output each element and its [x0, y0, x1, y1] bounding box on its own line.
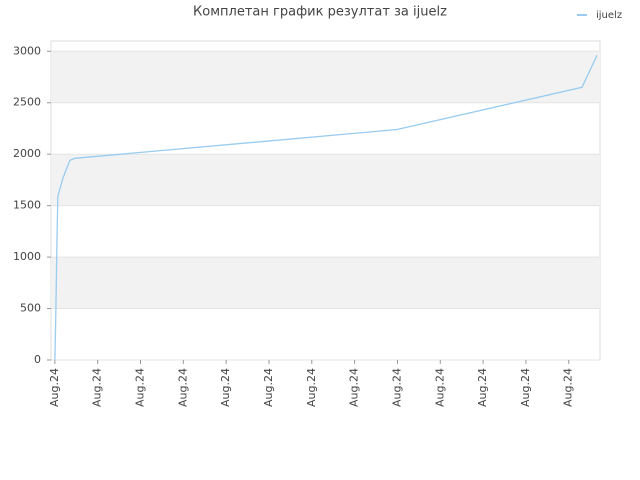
x-tick-label: Aug.24 — [305, 368, 318, 407]
y-tick-label: 2500 — [13, 96, 41, 109]
grid-band — [51, 154, 600, 206]
grid-band — [51, 51, 600, 103]
x-tick-label: Aug.24 — [519, 368, 532, 407]
legend-label: ijuelz — [596, 10, 622, 21]
chart-title: Комплетан график резултат за ijuelz — [193, 5, 447, 20]
x-tick-label: Aug.24 — [562, 368, 575, 407]
x-tick-label: Aug.24 — [262, 368, 275, 407]
y-tick-label: 0 — [34, 353, 41, 366]
x-tick-label: Aug.24 — [176, 368, 189, 407]
x-tick-label: Aug.24 — [348, 368, 361, 407]
y-tick-label: 3000 — [13, 44, 41, 57]
y-tick-label: 1500 — [13, 199, 41, 212]
line — [54, 55, 598, 361]
x-tick-label: Aug.24 — [219, 368, 232, 407]
y-tick-label: 1000 — [13, 250, 41, 263]
y-tick-label: 2000 — [13, 147, 41, 160]
x-tick-label: Aug.24 — [390, 368, 403, 407]
x-tick-label: Aug.24 — [476, 368, 489, 407]
x-tick-label: Aug.24 — [433, 368, 446, 407]
grid-band — [51, 257, 600, 309]
x-tick-label: Aug.24 — [134, 368, 147, 407]
x-tick-label: Aug.24 — [91, 368, 104, 407]
x-tick-label: Aug.24 — [48, 368, 61, 407]
y-tick-label: 500 — [20, 302, 41, 315]
